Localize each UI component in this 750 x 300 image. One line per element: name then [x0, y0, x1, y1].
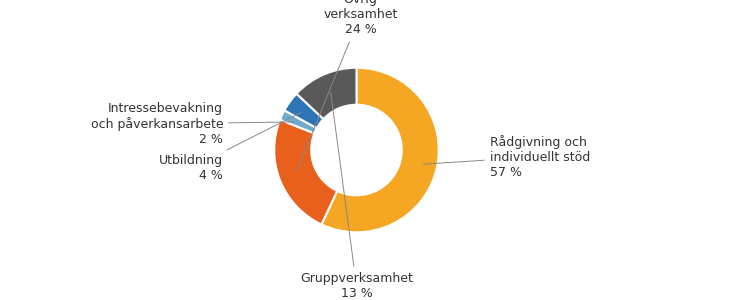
- Wedge shape: [284, 94, 323, 128]
- Wedge shape: [280, 110, 316, 133]
- Wedge shape: [322, 68, 439, 232]
- Text: Övrig
verksamhet
24 %: Övrig verksamhet 24 %: [296, 0, 398, 172]
- Wedge shape: [274, 120, 338, 224]
- Text: Rådgivning och
individuellt stöd
57 %: Rådgivning och individuellt stöd 57 %: [424, 135, 590, 178]
- Text: Intressebevakning
och påverkansarbete
2 %: Intressebevakning och påverkansarbete 2 …: [91, 102, 294, 146]
- Wedge shape: [296, 68, 356, 119]
- Text: Utbildning
4 %: Utbildning 4 %: [159, 112, 301, 182]
- Text: Gruppverksamhet
13 %: Gruppverksamhet 13 %: [300, 92, 413, 300]
